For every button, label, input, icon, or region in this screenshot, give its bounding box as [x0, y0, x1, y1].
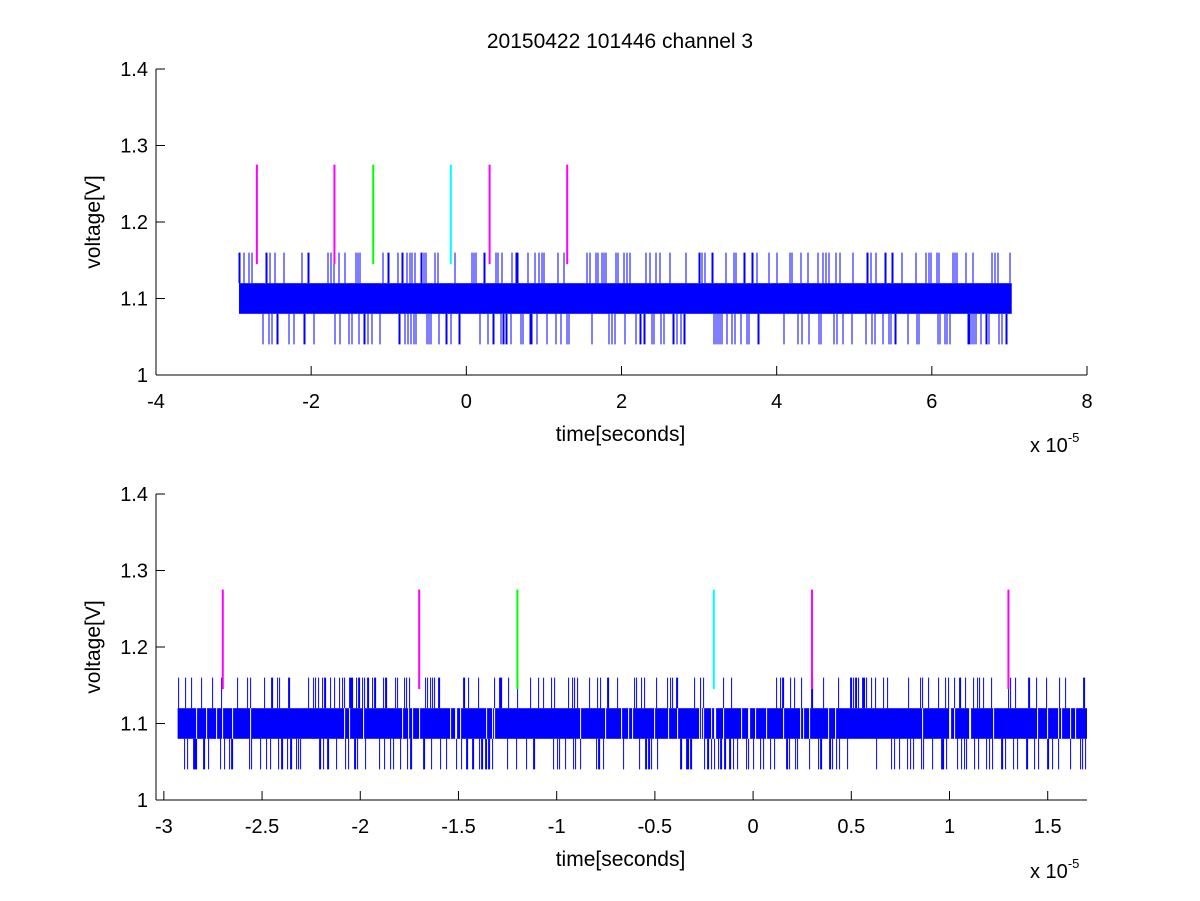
- y-tick-label: 1: [137, 790, 148, 812]
- signal-series: [177, 677, 1088, 770]
- x-exponent-base: x 10: [1030, 861, 1068, 883]
- y-tick-label: 1.3: [120, 136, 148, 158]
- top-axes: -4 -2 0 2 4 6 8 1 1.1 1.2 1.3 1.4 time[seconds] volta…: [82, 59, 1093, 457]
- signal-spikes: [178, 677, 1087, 770]
- y-tick-label: 1.4: [120, 484, 148, 506]
- x-tick-label: 4: [771, 391, 782, 413]
- x-exponent-label: x 10-5: [1030, 856, 1079, 883]
- x-tick-label: -1: [548, 816, 566, 838]
- x-tick-label: 0.5: [837, 816, 865, 838]
- x-tick-label: 8: [1081, 391, 1092, 413]
- y-tick-label: 1.3: [120, 561, 148, 583]
- signal-spikes: [238, 252, 1011, 345]
- x-tick-label: -2: [351, 816, 369, 838]
- x-tick-label: 1.5: [1034, 816, 1062, 838]
- x-tick-label: -2.5: [245, 816, 279, 838]
- x-exponent-base: x 10: [1030, 435, 1068, 457]
- bottom-axes: -3 -2.5 -2 -1.5 -1 -0.5 0 0.5 1 1.5 1 1.1 1.2 1.3 1.4 t…: [82, 484, 1088, 883]
- x-tick-label: -1.5: [441, 816, 475, 838]
- y-tick-label: 1: [137, 365, 148, 387]
- x-tick-label: -0.5: [638, 816, 672, 838]
- x-exponent-label: x 10-5: [1030, 430, 1079, 457]
- y-tick-label: 1.1: [120, 714, 148, 736]
- y-axis-label: voltage[V]: [82, 600, 105, 693]
- x-axis-label: time[seconds]: [556, 848, 686, 871]
- x-exponent-power: -5: [1068, 430, 1080, 445]
- x-exponent-power: -5: [1068, 856, 1080, 871]
- y-axis-label: voltage[V]: [82, 175, 105, 268]
- x-tick-label: 1: [944, 816, 955, 838]
- x-tick-label: -2: [302, 391, 320, 413]
- y-tick-label: 1.2: [120, 637, 148, 659]
- x-tick-label: -4: [147, 391, 165, 413]
- x-tick-label: 0: [748, 816, 759, 838]
- x-tick-label: -3: [155, 816, 173, 838]
- x-tick-label: 2: [616, 391, 627, 413]
- band-gap-lines: [196, 708, 1077, 739]
- y-tick-label: 1.1: [120, 289, 148, 311]
- signal-band: [239, 283, 1012, 314]
- x-tick-label: 6: [926, 391, 937, 413]
- x-axis-label: time[seconds]: [556, 423, 686, 446]
- y-tick-label: 1.4: [120, 59, 148, 81]
- chart-title: 20150422 101446 channel 3: [487, 30, 753, 53]
- y-tick-label: 1.2: [120, 212, 148, 234]
- x-tick-label: 0: [461, 391, 472, 413]
- signal-series: [238, 252, 1012, 345]
- signal-band-gaps: [196, 708, 1077, 739]
